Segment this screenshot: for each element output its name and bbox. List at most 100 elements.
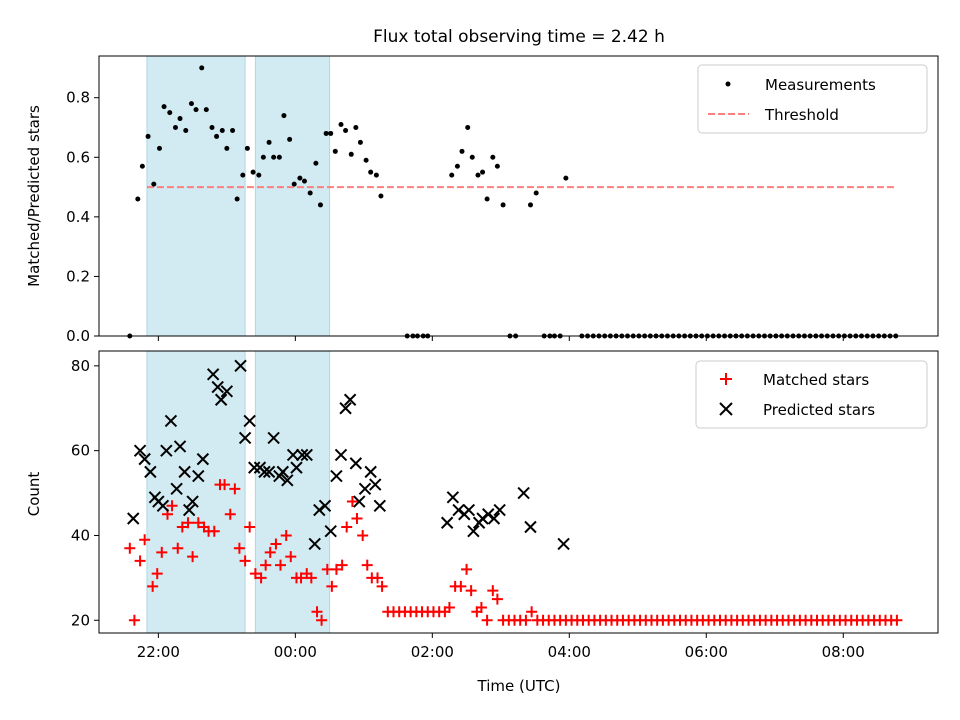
matched-star-point: [357, 529, 369, 541]
y-tick-label: 0.4: [66, 208, 90, 226]
measurement-point: [368, 169, 374, 175]
predicted-star-point: [318, 499, 332, 512]
matched-star-point: [520, 614, 532, 626]
matched-star-point: [455, 580, 467, 592]
measurement-point: [199, 65, 205, 71]
matched-star-point: [346, 496, 358, 508]
bottom-axes-frame: [98, 350, 939, 634]
matched-star-point: [147, 580, 159, 592]
predicted-star-point: [144, 465, 157, 479]
predicted-star-point: [290, 461, 303, 474]
predicted-stars-series: [127, 359, 570, 551]
top-y-axis: 0.0 0.2 0.4 0.6 0.8: [66, 89, 99, 345]
predicted-star-point: [295, 448, 309, 462]
matched-star-point: [270, 538, 282, 550]
measurement-point: [343, 127, 349, 133]
matched-star-point: [351, 513, 363, 525]
measurement-point: [250, 169, 256, 175]
measurement-point: [177, 116, 183, 122]
predicted-star-point: [476, 512, 489, 525]
predicted-star-point: [482, 508, 495, 521]
matched-star-point: [176, 521, 188, 533]
matched-star-point: [305, 572, 317, 584]
measurement-point: [266, 139, 272, 145]
predicted-star-point: [524, 520, 537, 534]
measurement-point: [527, 202, 533, 208]
measurement-point: [188, 101, 194, 107]
bottom-y-axis: 20 40 60 80: [71, 357, 99, 629]
bottom-y-axis-label: Count: [25, 472, 43, 517]
measurement-point: [332, 148, 338, 154]
measurement-point: [297, 175, 303, 181]
predicted-star-point: [334, 448, 348, 462]
legend-entry-matched: Matched stars: [763, 371, 869, 389]
predicted-star-point: [164, 414, 178, 428]
predicted-star-point: [343, 393, 357, 406]
measurement-point: [465, 124, 471, 130]
predicted-star-point: [462, 503, 476, 517]
predicted-star-point: [517, 486, 530, 500]
predicted-star-point: [192, 469, 205, 483]
matched-star-point: [341, 521, 353, 533]
measurement-point: [373, 172, 379, 178]
predicted-star-point: [446, 491, 460, 504]
measurement-point: [449, 172, 455, 178]
measurement-point: [480, 169, 486, 175]
predicted-star-point: [196, 452, 210, 466]
top-y-axis-label: Matched/Predicted stars: [25, 105, 43, 287]
predicted-star-point: [308, 537, 321, 551]
measurement-point: [459, 148, 465, 154]
measurement-point: [135, 196, 141, 202]
predicted-star-point: [138, 452, 151, 466]
measurement-point: [475, 172, 481, 178]
measurement-point: [256, 172, 262, 178]
matched-star-point: [255, 572, 267, 584]
matched-star-point: [172, 542, 184, 554]
measurement-point: [317, 202, 323, 208]
legend-entry-threshold: Threshold: [764, 106, 839, 124]
measurement-point: [161, 104, 167, 110]
x-axis-label: Time (UTC): [477, 677, 561, 695]
predicted-star-point: [276, 465, 289, 479]
y-tick-label: 0.0: [66, 327, 90, 345]
bottom-legend: Matched stars Predicted stars: [695, 360, 928, 429]
y-tick-label: 0.2: [66, 267, 90, 285]
matched-star-point: [372, 572, 384, 584]
measurement-point: [276, 154, 282, 160]
matched-star-point: [244, 521, 256, 533]
predicted-star-point: [557, 537, 570, 551]
predicted-star-point: [211, 380, 224, 394]
predicted-star-point: [369, 478, 382, 491]
measurement-point: [214, 133, 220, 139]
matched-star-point: [526, 606, 538, 618]
predicted-star-point: [373, 499, 387, 512]
predicted-star-point: [248, 461, 261, 474]
measurement-point: [240, 172, 246, 178]
predicted-star-point: [173, 440, 187, 453]
legend-entry-predicted: Predicted stars: [763, 401, 875, 419]
shaded-interval: [254, 350, 331, 634]
matched-star-point: [443, 602, 455, 614]
predicted-star-point: [358, 482, 372, 496]
predicted-star-point: [353, 495, 366, 508]
matched-star-point: [187, 551, 199, 563]
matched-star-point: [260, 559, 272, 571]
matched-star-point: [224, 508, 236, 520]
measurement-point: [348, 151, 354, 157]
bottom-legend-box: [695, 360, 928, 429]
x-tick-label: 06:00: [685, 643, 728, 661]
y-tick-label: 0.8: [66, 89, 90, 107]
predicted-star-point: [234, 359, 247, 373]
predicted-star-point: [339, 402, 352, 415]
measurement-point: [167, 110, 173, 116]
matched-star-point: [376, 580, 388, 592]
matched-star-point: [461, 563, 473, 575]
measurement-point: [363, 157, 369, 163]
predicted-star-point: [186, 495, 199, 508]
predicted-star-point: [330, 469, 343, 483]
measurement-point: [234, 196, 240, 202]
matched-star-point: [330, 563, 342, 575]
matched-star-point: [336, 559, 348, 571]
y-tick-label: 80: [71, 357, 90, 375]
